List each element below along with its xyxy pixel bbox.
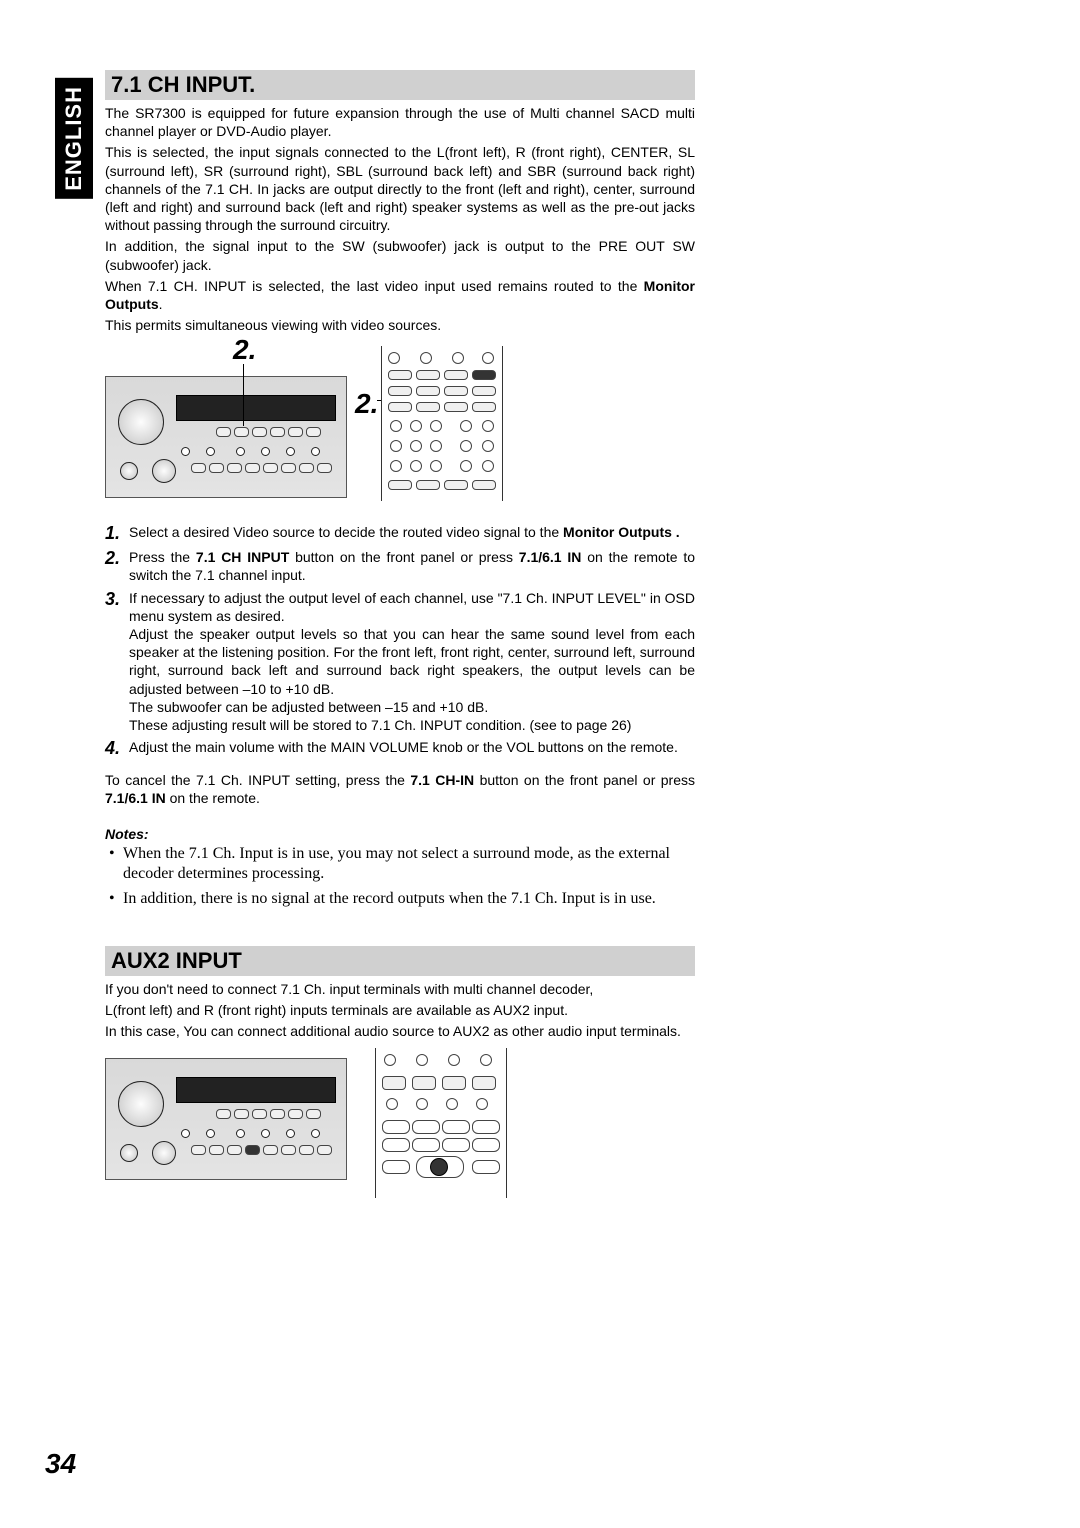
para-intro5: This permits simultaneous viewing with v… bbox=[105, 316, 695, 334]
para-intro1: The SR7300 is equipped for future expans… bbox=[105, 104, 695, 140]
aux2-para1: If you don't need to connect 7.1 Ch. inp… bbox=[105, 980, 695, 998]
section-heading-aux2: AUX2 INPUT bbox=[105, 946, 695, 976]
notes-list: When the 7.1 Ch. Input is in use, you ma… bbox=[123, 844, 695, 910]
callout-right: 2. bbox=[355, 388, 378, 420]
note-2: In addition, there is no signal at the r… bbox=[123, 889, 695, 910]
instruction-steps: 1. Select a desired Video source to deci… bbox=[105, 523, 695, 759]
step-number-2: 2. bbox=[105, 548, 129, 584]
step-number-3: 3. bbox=[105, 589, 129, 735]
cancel-text: To cancel the 7.1 Ch. INPUT setting, pre… bbox=[105, 771, 695, 807]
step-text-2: Press the 7.1 CH INPUT button on the fro… bbox=[129, 548, 695, 584]
para-intro2: This is selected, the input signals conn… bbox=[105, 143, 695, 234]
language-tab: ENGLISH bbox=[55, 78, 93, 199]
page-number: 34 bbox=[45, 1448, 76, 1480]
step-text-1: Select a desired Video source to decide … bbox=[129, 523, 695, 544]
para-intro3: In addition, the signal input to the SW … bbox=[105, 237, 695, 273]
notes-label: Notes: bbox=[105, 826, 695, 842]
callout-top: 2. bbox=[233, 334, 256, 366]
step-text-4: Adjust the main volume with the MAIN VOL… bbox=[129, 738, 695, 759]
diagram-71ch: 2. 2. bbox=[105, 338, 695, 513]
diagram-aux2 bbox=[105, 1048, 695, 1203]
note-1: When the 7.1 Ch. Input is in use, you ma… bbox=[123, 844, 695, 886]
aux2-para3: In this case, You can connect additional… bbox=[105, 1022, 695, 1040]
section-heading-71ch: 7.1 CH INPUT. bbox=[105, 70, 695, 100]
step-text-3: If necessary to adjust the output level … bbox=[129, 589, 695, 735]
para-intro4: When 7.1 CH. INPUT is selected, the last… bbox=[105, 277, 695, 313]
step-number-1: 1. bbox=[105, 523, 129, 544]
aux2-para2: L(front left) and R (front right) inputs… bbox=[105, 1001, 695, 1019]
step-number-4: 4. bbox=[105, 738, 129, 759]
